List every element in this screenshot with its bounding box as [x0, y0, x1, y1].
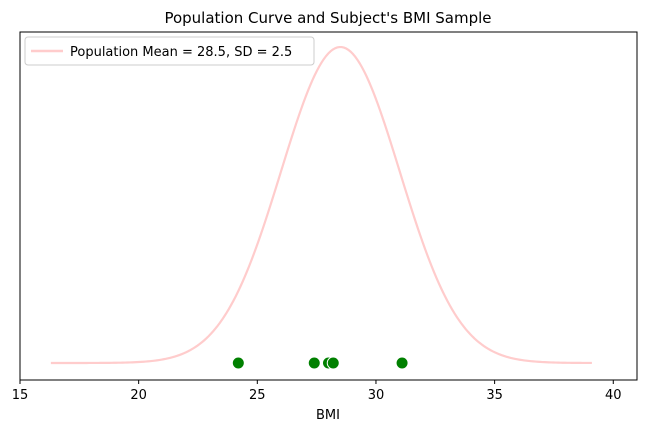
sample-point-2: [307, 356, 321, 370]
sample-point-1: [231, 356, 245, 370]
x-tick-label-35: 35: [486, 388, 503, 403]
x-axis-label: BMI: [316, 408, 340, 423]
plot-area-frame: [19, 31, 638, 381]
x-tick-label-20: 20: [130, 388, 147, 403]
legend: Population Mean = 28.5, SD = 2.5: [24, 36, 315, 66]
chart-title: Population Curve and Subject's BMI Sampl…: [164, 9, 491, 27]
x-tick-label-25: 25: [249, 388, 266, 403]
population-curve-layer: [50, 45, 592, 365]
legend-entry-population: Population Mean = 28.5, SD = 2.5: [70, 45, 292, 60]
sample-point-4: [326, 356, 340, 370]
sample-points-layer: [231, 356, 409, 370]
population-curve-line: [50, 45, 592, 365]
x-tick-label-15: 15: [12, 388, 29, 403]
x-axis-ticks: 15 20 25 30 35 40: [12, 380, 622, 403]
x-tick-label-30: 30: [368, 388, 385, 403]
x-tick-label-40: 40: [605, 388, 622, 403]
sample-point-5: [395, 356, 409, 370]
legend-box: [24, 36, 315, 66]
